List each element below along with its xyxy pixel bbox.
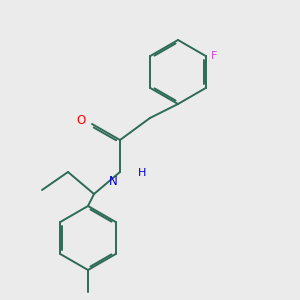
Text: F: F [211, 51, 217, 61]
Text: H: H [138, 168, 146, 178]
Text: N: N [109, 175, 118, 188]
Text: O: O [77, 113, 86, 127]
